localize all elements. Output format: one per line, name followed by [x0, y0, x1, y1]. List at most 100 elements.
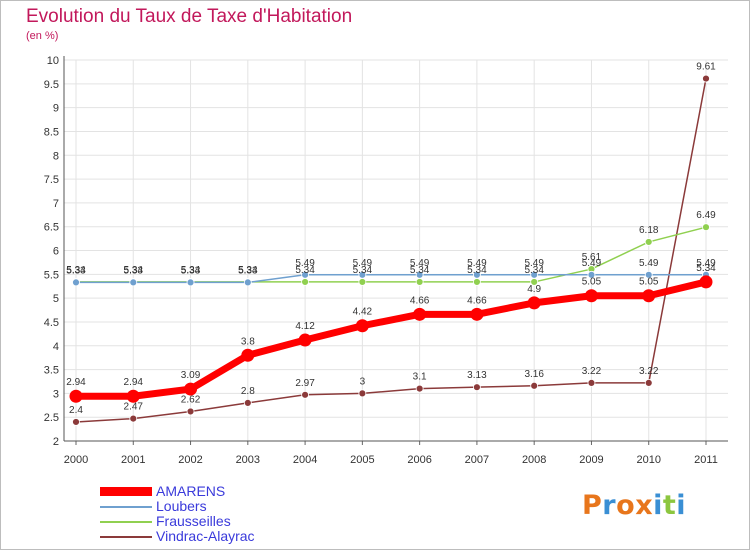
data-point-loubers — [72, 278, 80, 287]
x-tick-label: 2003 — [236, 454, 260, 466]
y-tick-label: 8.5 — [44, 126, 59, 138]
y-tick-label: 9 — [53, 103, 59, 115]
data-label-loubers: 5.49 — [467, 258, 487, 269]
legend-label-loubers: Loubers — [156, 498, 207, 514]
data-point-vindrac-alayrac — [473, 383, 481, 392]
data-label-frausseilles: 5.34 — [353, 265, 373, 276]
data-point-loubers — [415, 270, 424, 279]
x-tick-label: 2001 — [121, 454, 145, 466]
data-label-frausseilles: 5.34 — [124, 265, 144, 276]
data-point-amarens — [241, 348, 255, 362]
logo-letter: x — [635, 490, 654, 521]
data-label-loubers: 5.49 — [639, 258, 659, 269]
x-tick-label: 2004 — [293, 454, 317, 466]
data-label-loubers: 5.33 — [66, 265, 86, 276]
series-line-amarens — [72, 278, 710, 400]
data-label-loubers: 5.49 — [295, 258, 315, 269]
data-label-amarens: 4.12 — [295, 321, 315, 332]
y-tick-label: 3 — [53, 388, 59, 400]
data-point-frausseilles — [473, 278, 481, 286]
logo-letter: i — [676, 490, 687, 521]
data-label-vindrac-alayrac: 3 — [360, 376, 366, 387]
data-label-vindrac-alayrac: 2.62 — [181, 394, 201, 405]
data-label-loubers: 5.49 — [696, 258, 716, 269]
data-label-vindrac-alayrac: 2.4 — [69, 405, 83, 416]
logo-letter: r — [602, 490, 617, 521]
data-point-frausseilles — [702, 223, 710, 232]
data-point-amarens — [642, 289, 656, 303]
data-point-loubers — [243, 278, 252, 287]
data-point-amarens — [298, 333, 312, 347]
data-point-amarens — [527, 296, 541, 310]
data-label-vindrac-alayrac: 2.47 — [124, 402, 144, 413]
legend-swatch-vindrac-alayrac — [100, 535, 152, 538]
y-tick-label: 7.5 — [44, 174, 59, 186]
y-tick-label: 6.5 — [44, 222, 59, 234]
y-tick-label: 4 — [53, 341, 59, 353]
legend-label-amarens: AMARENS — [156, 483, 226, 499]
data-point-vindrac-alayrac — [301, 390, 309, 399]
legend-label-vindrac-alayrac: Vindrac-Alayrac — [156, 528, 255, 544]
data-label-vindrac-alayrac: 9.61 — [696, 62, 716, 73]
data-label-vindrac-alayrac: 3.13 — [467, 370, 487, 381]
x-tick-label: 2007 — [465, 454, 489, 466]
data-point-loubers — [530, 270, 539, 279]
y-tick-label: 10 — [47, 55, 59, 67]
data-label-amarens: 4.9 — [527, 284, 541, 295]
data-point-frausseilles — [358, 278, 367, 286]
data-point-loubers — [129, 278, 138, 287]
proxiti-logo: Proxiti — [582, 490, 686, 521]
data-point-vindrac-alayrac — [530, 381, 539, 390]
data-label-vindrac-alayrac: 3.22 — [582, 366, 602, 377]
data-point-vindrac-alayrac — [243, 398, 252, 407]
data-label-amarens: 4.42 — [353, 307, 373, 318]
y-tick-label: 2.5 — [44, 412, 59, 424]
data-label-amarens: 5.05 — [582, 277, 602, 288]
data-label-amarens: 5.34 — [696, 263, 716, 274]
data-point-loubers — [186, 278, 195, 287]
data-point-vindrac-alayrac — [644, 378, 653, 387]
y-tick-label: 5 — [53, 293, 59, 305]
data-point-loubers — [587, 270, 596, 279]
data-label-frausseilles: 5.34 — [66, 265, 86, 276]
data-point-amarens — [69, 389, 83, 403]
data-label-frausseilles: 6.49 — [696, 210, 716, 221]
legend-item-frausseilles: Frausseilles — [100, 514, 255, 529]
data-label-loubers: 5.49 — [524, 258, 544, 269]
y-tick-label: 4.5 — [44, 317, 59, 329]
data-point-loubers — [301, 270, 309, 279]
data-label-frausseilles: 5.34 — [410, 265, 430, 276]
data-label-loubers: 5.49 — [353, 258, 373, 269]
logo-letter: P — [582, 490, 603, 521]
data-label-amarens: 4.66 — [467, 295, 487, 306]
series-line-vindrac-alayrac — [75, 77, 707, 423]
data-label-loubers: 5.33 — [181, 265, 201, 276]
data-point-loubers — [358, 270, 367, 279]
data-label-frausseilles: 5.34 — [181, 265, 201, 276]
x-tick-label: 2009 — [579, 454, 603, 466]
data-point-frausseilles — [301, 278, 309, 286]
logo-letter: i — [653, 490, 663, 521]
data-label-vindrac-alayrac: 2.8 — [241, 386, 255, 397]
data-label-vindrac-alayrac: 3.16 — [524, 369, 544, 380]
data-label-loubers: 5.33 — [238, 265, 258, 276]
y-tick-label: 3.5 — [44, 365, 59, 377]
x-tick-label: 2010 — [636, 454, 660, 466]
legend-swatch-frausseilles — [100, 520, 152, 523]
data-label-frausseilles: 5.34 — [467, 265, 487, 276]
data-point-vindrac-alayrac — [702, 74, 710, 83]
series-line-loubers — [75, 274, 707, 284]
data-label-loubers: 5.49 — [582, 258, 602, 269]
legend-item-amarens: AMARENS — [100, 484, 255, 499]
data-point-vindrac-alayrac — [186, 407, 195, 416]
data-point-vindrac-alayrac — [129, 414, 138, 423]
data-point-amarens — [355, 319, 369, 333]
y-tick-label: 8 — [53, 150, 59, 162]
data-label-amarens: 2.94 — [66, 377, 86, 388]
x-tick-label: 2000 — [64, 454, 88, 466]
data-label-frausseilles: 5.34 — [238, 265, 258, 276]
data-point-amarens — [413, 307, 427, 321]
data-point-loubers — [644, 270, 653, 279]
data-point-amarens — [126, 389, 140, 403]
